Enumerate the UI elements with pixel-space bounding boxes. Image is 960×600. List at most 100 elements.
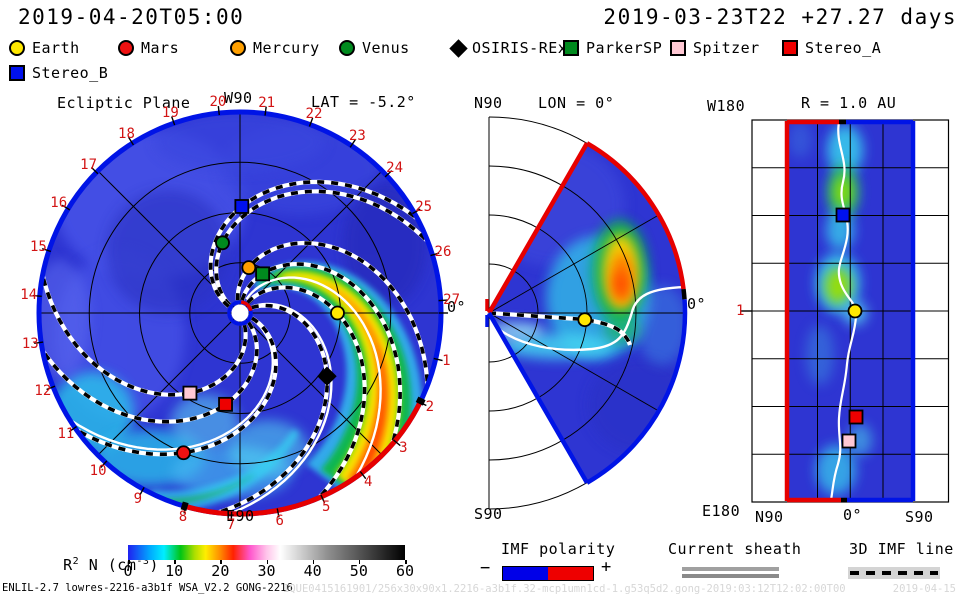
- meridional-title: LON = 0°: [538, 94, 615, 112]
- imf-line-sample-icon: [848, 567, 940, 579]
- colorbar-label-sup1: 2: [72, 555, 80, 567]
- legend-label-earth: Earth: [32, 39, 80, 57]
- earth-marker: [577, 312, 593, 328]
- day-label-9: 9: [133, 490, 143, 507]
- parkersp-marker: [255, 266, 271, 282]
- ecliptic-title: Ecliptic Plane: [57, 94, 191, 112]
- earth-marker: [330, 305, 345, 321]
- day-label-26: 26: [434, 243, 452, 260]
- colorbar-label-end: ): [149, 555, 159, 574]
- day-label-20: 20: [209, 94, 227, 111]
- spitzer-marker: [182, 385, 198, 401]
- day-label-11: 11: [57, 425, 75, 442]
- ecliptic-e90-label: E90: [226, 507, 255, 525]
- footer-date: 2019-04-15: [892, 583, 956, 595]
- legend-item-mercury: Mercury: [230, 39, 320, 57]
- earth-legend-icon: [9, 40, 25, 56]
- radial-map-plot: [740, 119, 950, 503]
- day-label-16: 16: [50, 195, 68, 212]
- imf-line-dashes-icon: [850, 571, 938, 575]
- stereo-a-legend-icon: [782, 40, 798, 56]
- day-label-4: 4: [363, 473, 373, 490]
- legend-item-earth: Earth: [9, 39, 80, 57]
- colorbar-tickmark: [405, 560, 407, 564]
- legend-label-stereo-a: Stereo_A: [805, 39, 882, 57]
- imf-negative-swatch: [503, 567, 548, 580]
- meridional-zero-deg-label: 0°: [687, 295, 707, 313]
- stereo-b-legend-icon: [9, 65, 25, 81]
- meridional-plane-plot: [485, 116, 688, 510]
- day-label-12: 12: [34, 382, 52, 399]
- legend-item-venus: Venus: [339, 39, 410, 57]
- stereo-a-marker: [218, 396, 233, 412]
- osiris-rex-legend-icon: [449, 38, 468, 58]
- legend-label-stereo-b: Stereo_B: [32, 64, 109, 82]
- colorbar-tick-60: 60: [395, 562, 415, 580]
- legend-label-mars: Mars: [141, 39, 180, 57]
- colorbar-tickmark: [174, 560, 176, 564]
- colorbar-tickmark: [128, 560, 130, 564]
- day-label-6: 6: [275, 513, 284, 530]
- imf-line-label: 3D IMF line: [849, 540, 954, 558]
- day-label-14: 14: [20, 287, 38, 304]
- ecliptic-w90-label: W90: [224, 89, 253, 107]
- ecliptic-lat-label: LAT = -5.2°: [311, 93, 416, 111]
- day-label-15: 15: [29, 239, 47, 256]
- mars-legend-icon: [118, 40, 134, 56]
- density-colorbar: [128, 545, 405, 560]
- radial-xaxis-zero: 0°: [843, 506, 863, 524]
- imf-polarity-bar-icon: [502, 566, 594, 581]
- day-label-25: 25: [415, 199, 433, 216]
- legend-label-osiris-rex: OSIRIS-REx: [472, 39, 568, 57]
- current-sheath-label: Current sheath: [668, 540, 802, 558]
- radial-xaxis-s90: S90: [905, 508, 934, 526]
- mercury-legend-icon: [230, 40, 246, 56]
- colorbar-tick-0: 0: [123, 562, 133, 580]
- colorbar-tick-10: 10: [165, 562, 184, 580]
- day-label-27: 27: [443, 291, 461, 308]
- legend-item-spitzer: Spitzer: [670, 39, 760, 57]
- colorbar-tickmark: [312, 560, 315, 564]
- legend-label-venus: Venus: [362, 39, 410, 57]
- legend-item-parkersp: ParkerSP: [563, 39, 662, 57]
- colorbar-tick-20: 20: [211, 562, 230, 580]
- mercury-marker: [241, 260, 257, 276]
- imf-plus-sign: +: [601, 557, 612, 577]
- colorbar-label-base: R: [63, 555, 73, 574]
- spitzer-legend-icon: [670, 40, 686, 56]
- start-timestamp-elapsed: 2019-03-23T22 +27.27 days: [603, 5, 957, 29]
- day-label-22: 22: [305, 106, 323, 123]
- colorbar-tick-30: 30: [257, 562, 276, 580]
- colorbar-tickmark: [266, 560, 268, 564]
- meridional-n90-label: N90: [474, 94, 503, 112]
- stereo-b-marker: [234, 199, 250, 214]
- imf-minus-sign: −: [480, 558, 491, 578]
- radial-e180-label: E180: [702, 502, 741, 520]
- day-label-5: 5: [321, 498, 331, 515]
- colorbar-tick-50: 50: [349, 562, 368, 580]
- day-label-10: 10: [89, 462, 107, 479]
- stereo-a-marker: [848, 409, 864, 425]
- day-label-23: 23: [348, 128, 366, 145]
- day-label-8: 8: [178, 509, 188, 526]
- osiris-rex-marker: [317, 366, 337, 386]
- day-label-21: 21: [258, 94, 276, 111]
- day-label-13: 13: [21, 335, 39, 352]
- colorbar-label-sup2: -3: [136, 555, 150, 567]
- spitzer-marker: [841, 433, 857, 449]
- legend-item-stereo-b: Stereo_B: [9, 64, 108, 82]
- day-label-2: 2: [425, 399, 435, 416]
- current-sheath-line2-icon: [682, 574, 779, 578]
- legend-label-mercury: Mercury: [253, 39, 320, 57]
- day-label-19: 19: [161, 104, 179, 121]
- stereo-b-marker: [835, 207, 851, 223]
- colorbar-label: R2 N (cm-3): [25, 541, 159, 589]
- ecliptic-plane-plot: [32, 106, 449, 521]
- radial-r-tick-label: 1: [736, 303, 745, 319]
- legend-item-mars: Mars: [118, 39, 179, 57]
- colorbar-tickmark: [358, 560, 361, 564]
- run-info: IQUE0415161901/256x30x90x1.2216-a3b1f.32…: [283, 583, 846, 595]
- day-label-24: 24: [386, 159, 404, 176]
